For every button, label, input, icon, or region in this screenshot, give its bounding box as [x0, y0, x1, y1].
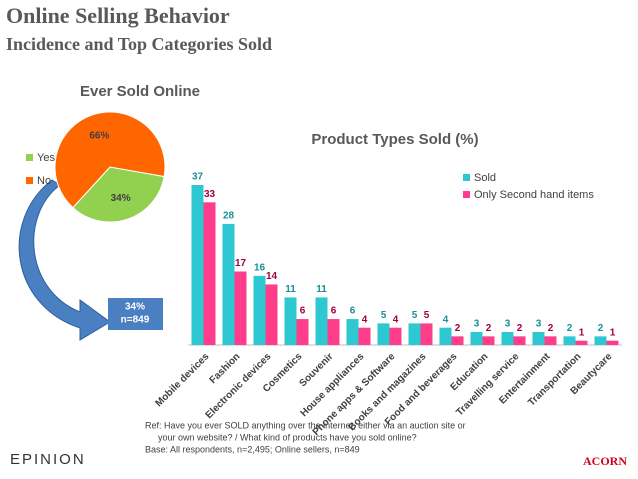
footnote: your own website? / What kind of product…: [158, 432, 417, 442]
bar: [513, 336, 526, 345]
bar: [284, 297, 297, 345]
data-label: 3: [474, 319, 480, 330]
callout-text: n=849: [121, 315, 150, 326]
data-label: 1: [610, 327, 616, 338]
data-label: 3: [505, 319, 511, 330]
data-label: 5: [424, 310, 430, 321]
bar: [501, 332, 514, 345]
data-label: 5: [412, 310, 418, 321]
slide-subtitle: Incidence and Top Categories Sold: [6, 34, 272, 54]
pie-title: Ever Sold Online: [80, 83, 200, 100]
bar: [377, 323, 390, 345]
bar: [594, 336, 607, 345]
data-label: 6: [350, 306, 356, 317]
footnote: Base: All respondents, n=2,495; Online s…: [145, 444, 360, 454]
bar: [222, 223, 235, 345]
pie-label: 34%: [111, 193, 131, 204]
data-label: 6: [331, 306, 337, 317]
data-label: 14: [266, 271, 278, 282]
data-label: 2: [455, 323, 461, 334]
slide-title: Online Selling Behavior: [6, 3, 230, 28]
bar: [451, 336, 464, 345]
bar: [358, 327, 371, 345]
bar: [265, 284, 278, 345]
data-label: 6: [300, 306, 306, 317]
data-label: 1: [579, 327, 585, 338]
data-label: 28: [223, 211, 235, 222]
bar: [606, 340, 619, 345]
data-label: 4: [393, 314, 399, 325]
bar: [575, 340, 588, 345]
callout-arrow: [18, 179, 111, 341]
data-label: 4: [362, 314, 368, 325]
pie-slice: [72, 166, 165, 223]
data-label: 2: [486, 323, 492, 334]
bar: [296, 319, 309, 345]
bar: [563, 336, 576, 345]
pie-label: 66%: [89, 130, 109, 141]
bar-title: Product Types Sold (%): [311, 131, 478, 148]
bar: [327, 319, 340, 345]
data-label: 2: [517, 323, 523, 334]
logo: EPINION: [10, 451, 86, 468]
bar: [315, 297, 328, 345]
bar: [420, 323, 433, 345]
legend-swatch: [463, 174, 470, 181]
data-label: 16: [254, 262, 266, 273]
logo: ACORN: [583, 454, 627, 468]
legend-swatch: [463, 191, 470, 198]
bar: [544, 336, 557, 345]
legend-label: Sold: [474, 172, 496, 184]
bar: [389, 327, 402, 345]
bar: [191, 185, 204, 345]
data-label: 5: [381, 310, 387, 321]
bar: [253, 275, 266, 345]
bar: [470, 332, 483, 345]
data-label: 37: [192, 172, 204, 183]
data-label: 2: [598, 323, 604, 334]
bar: [203, 202, 216, 345]
data-label: 4: [443, 314, 449, 325]
data-label: 17: [235, 258, 247, 269]
bar: [532, 332, 545, 345]
legend-label: No: [37, 175, 51, 187]
data-label: 11: [316, 284, 327, 295]
callout-box: [108, 298, 163, 330]
data-label: 2: [567, 323, 573, 334]
bar: [408, 323, 421, 345]
bar: [234, 271, 247, 345]
legend-swatch: [26, 177, 33, 184]
x-tick-label: Mobile devices: [153, 351, 211, 409]
data-label: 2: [548, 323, 554, 334]
data-label: 11: [285, 284, 296, 295]
data-label: 33: [204, 189, 216, 200]
legend-label: Only Second hand items: [474, 189, 594, 201]
pie-slice: [54, 111, 166, 209]
footnote: Ref: Have you ever SOLD anything over th…: [145, 420, 466, 430]
bar: [439, 327, 452, 345]
callout-text: 34%: [125, 302, 145, 313]
legend-swatch: [26, 154, 33, 161]
data-label: 3: [536, 319, 542, 330]
bar: [482, 336, 495, 345]
legend-label: Yes: [37, 152, 55, 164]
bar: [346, 319, 359, 345]
